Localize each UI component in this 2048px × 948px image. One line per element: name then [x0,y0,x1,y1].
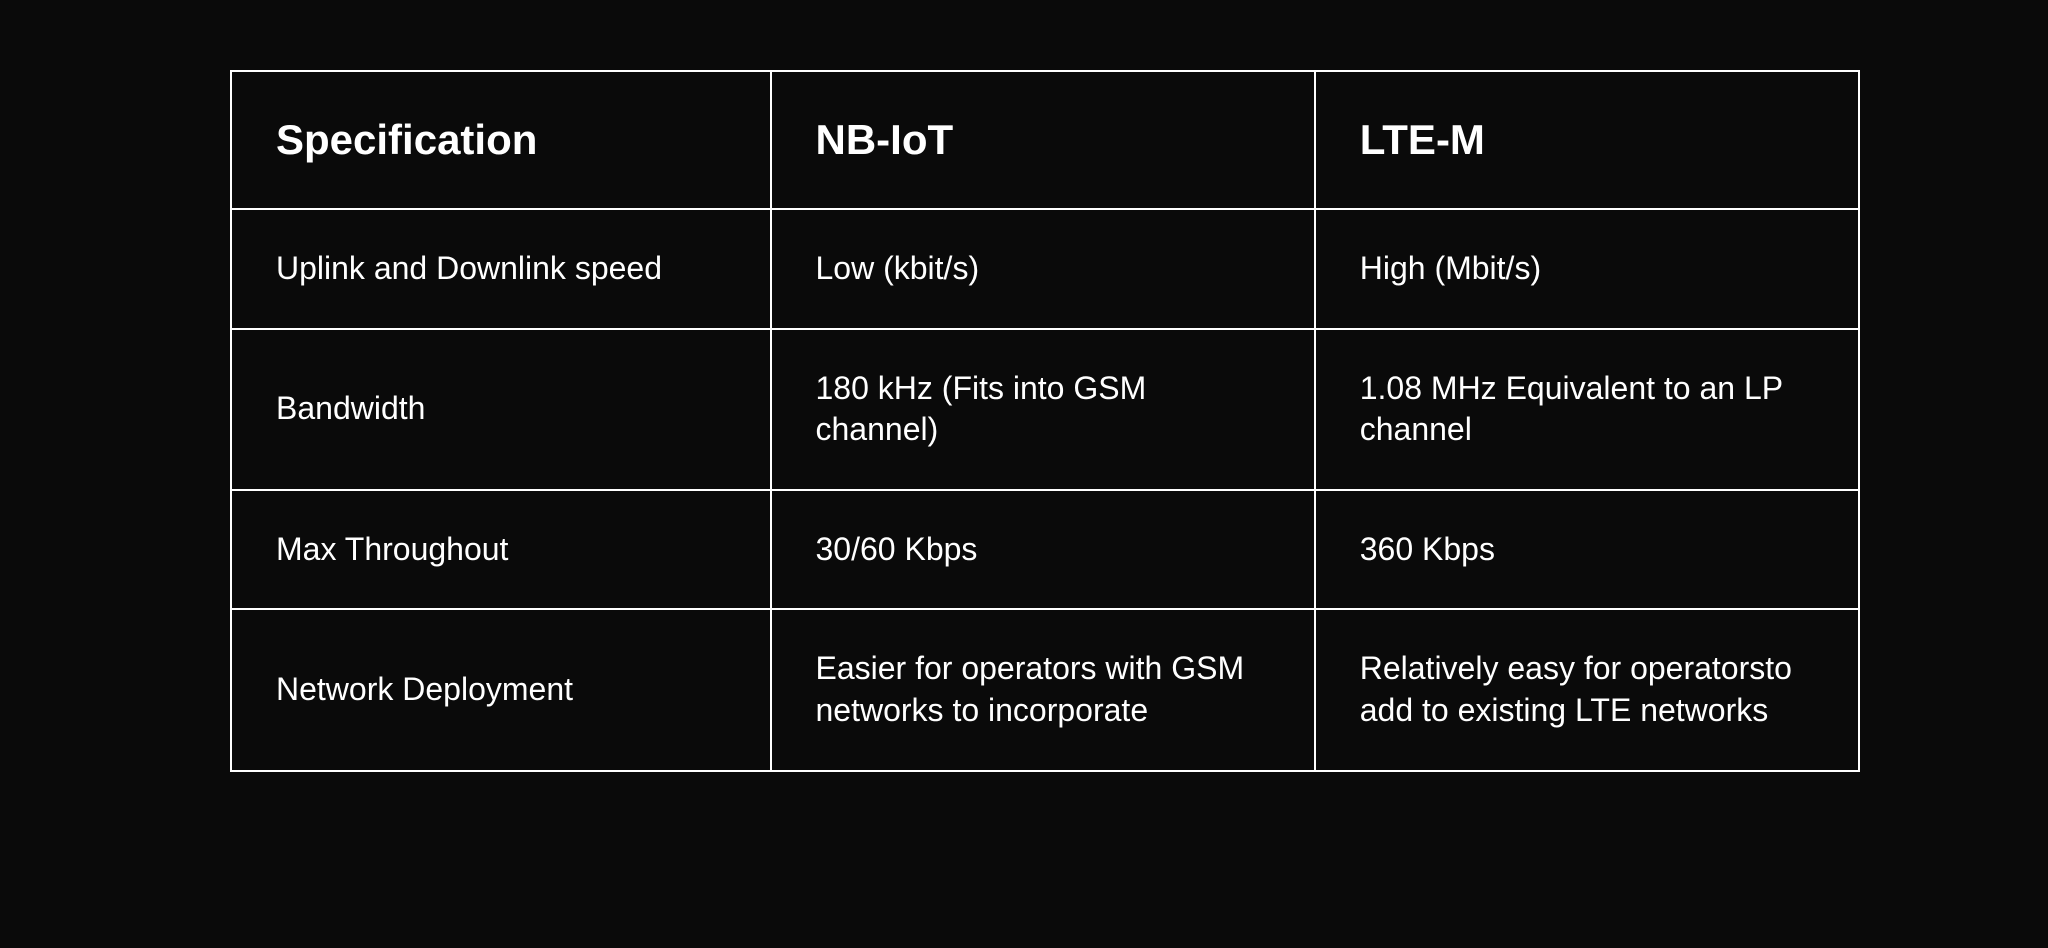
cell-spec: Uplink and Downlink speed [231,209,771,329]
cell-spec: Bandwidth [231,329,771,490]
cell-ltem: 360 Kbps [1315,490,1859,610]
table-row: Bandwidth 180 kHz (Fits into GSM channel… [231,329,1859,490]
table-row: Max Throughout 30/60 Kbps 360 Kbps [231,490,1859,610]
comparison-table: Specification NB-IoT LTE-M Uplink and Do… [230,70,1860,772]
header-specification: Specification [231,71,771,209]
cell-ltem: Relatively easy for operatorsto add to e… [1315,609,1859,770]
cell-ltem: 1.08 MHz Equivalent to an LP channel [1315,329,1859,490]
cell-nbiot: Low (kbit/s) [771,209,1315,329]
cell-spec: Max Throughout [231,490,771,610]
cell-spec: Network Deployment [231,609,771,770]
table-row: Network Deployment Easier for operators … [231,609,1859,770]
table-header-row: Specification NB-IoT LTE-M [231,71,1859,209]
cell-nbiot: Easier for operators with GSM networks t… [771,609,1315,770]
cell-ltem: High (Mbit/s) [1315,209,1859,329]
cell-nbiot: 30/60 Kbps [771,490,1315,610]
cell-nbiot: 180 kHz (Fits into GSM channel) [771,329,1315,490]
table-row: Uplink and Downlink speed Low (kbit/s) H… [231,209,1859,329]
header-ltem: LTE-M [1315,71,1859,209]
header-nbiot: NB-IoT [771,71,1315,209]
